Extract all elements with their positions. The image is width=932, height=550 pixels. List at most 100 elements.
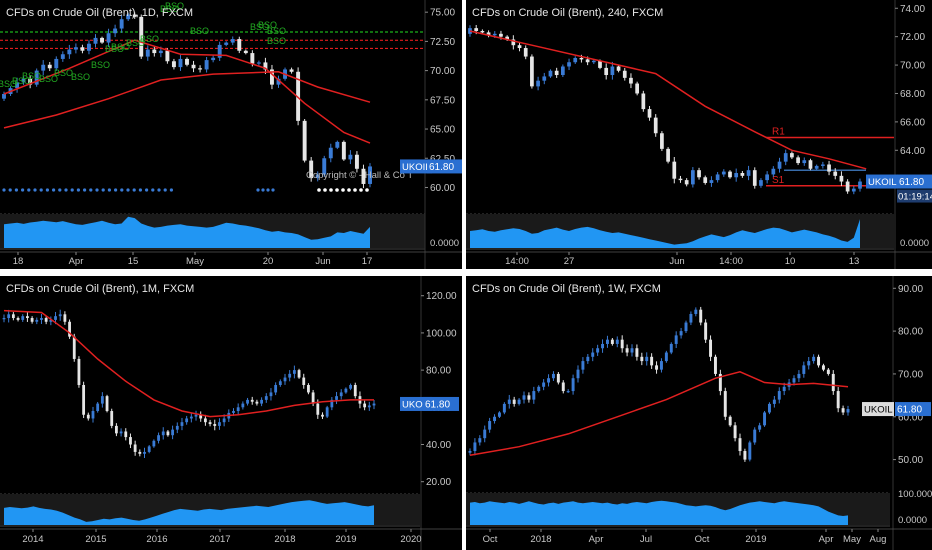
chart-1d-svg[interactable]: BSOBSOBSOBSOBSOBSOBSOBSOBSOBSOBSOBSOBSOB…	[0, 0, 462, 269]
candle-body	[821, 365, 825, 370]
candle-body	[817, 356, 821, 366]
candle-body	[581, 361, 585, 370]
pivot-label: R1	[772, 127, 785, 138]
oscillator-area	[470, 219, 860, 248]
chart-1m-svg[interactable]: 20.0040.0060.0080.00100.00120.00UKOIL61.…	[0, 276, 462, 550]
time-tick-label: 10	[785, 256, 796, 267]
osc-tick-label: 100.0000	[898, 489, 932, 500]
bso-marker: BSO	[54, 68, 73, 78]
oscillator-area	[4, 216, 370, 248]
candle-body	[217, 44, 222, 58]
candle-body	[224, 42, 229, 45]
signal-dot	[95, 188, 99, 192]
candle-body	[185, 418, 189, 423]
candle-body	[34, 70, 39, 85]
candle-body	[566, 391, 570, 393]
candle-body	[60, 54, 65, 59]
signal-dot	[101, 188, 105, 192]
time-tick-label: 2018	[530, 534, 551, 545]
candle-body	[152, 440, 156, 447]
chart-panel-1w[interactable]: 50.00 60.00 70.00 80.00 90.00 0.0000 100.0000 U…	[466, 276, 932, 550]
candle-body	[315, 174, 320, 179]
time-tick-label: 2015	[85, 534, 106, 545]
bso-marker: BSO	[258, 20, 277, 30]
bso-marker: BSO	[91, 60, 110, 70]
time-tick-label: 20	[263, 256, 274, 267]
candle-body	[106, 33, 111, 43]
bso-marker: BSO	[267, 26, 286, 36]
candle-body	[67, 49, 72, 55]
candle-body	[147, 446, 151, 452]
candle-body	[474, 28, 479, 31]
signal-dot	[126, 188, 130, 192]
candle-body	[165, 50, 170, 62]
bso-marker: BSO	[190, 26, 209, 36]
bso-marker: BSO	[71, 72, 90, 82]
symbol-badge	[862, 402, 894, 417]
candle-body	[133, 444, 137, 452]
candle-body	[807, 361, 811, 366]
candle-body	[767, 403, 771, 413]
candle-body	[647, 109, 652, 118]
copyright-watermark: Copyright © - Hall & Co T	[306, 170, 413, 181]
candle-body	[796, 157, 800, 164]
candle-body	[47, 64, 52, 69]
signal-dot	[52, 188, 56, 192]
moving-average-line	[469, 30, 867, 170]
candle-body	[715, 174, 720, 181]
candle-body	[30, 318, 34, 322]
candle-body	[191, 64, 196, 69]
time-tick-label: Oct	[695, 534, 710, 545]
candle-body	[783, 153, 788, 162]
candle-body	[650, 356, 654, 366]
candle-body	[307, 384, 310, 393]
candle-body	[143, 451, 146, 454]
price-badge	[427, 159, 462, 174]
candle-body	[58, 314, 62, 317]
candle-body	[243, 50, 248, 54]
candle-body	[367, 405, 371, 408]
candle-body	[709, 339, 713, 357]
chart-panel-1m[interactable]: 20.0040.0060.0080.00100.00120.00UKOIL61.…	[0, 276, 462, 550]
candle-body	[797, 373, 801, 379]
signal-dot	[261, 188, 265, 192]
candle-body	[488, 421, 492, 430]
candle-body	[100, 396, 104, 404]
candle-body	[601, 343, 605, 349]
candle-body	[203, 418, 207, 423]
price-badge-text: 61.80	[429, 162, 454, 173]
candle-body	[542, 382, 546, 387]
candle-body	[194, 414, 198, 417]
candle-body	[653, 117, 658, 134]
candle-body	[35, 319, 39, 322]
candle-body	[211, 57, 216, 61]
bso-marker: BSO	[165, 1, 184, 11]
symbol-badge-text: UKOIL	[864, 405, 893, 416]
candle-body	[660, 133, 664, 149]
candle-body	[630, 348, 634, 353]
pivot-label: S1	[772, 175, 785, 186]
signal-dot	[114, 188, 118, 192]
candle-body	[858, 181, 862, 189]
candle-body	[339, 392, 343, 397]
candle-body	[826, 369, 830, 374]
time-tick-label: 2017	[209, 534, 230, 545]
time-tick-label: 17	[362, 256, 373, 267]
candle-body	[353, 384, 357, 397]
candle-body	[73, 47, 78, 50]
candle-body	[831, 373, 835, 392]
candle-body	[845, 181, 850, 192]
chart-1w-svg[interactable]: 50.00 60.00 70.00 80.00 90.00 0.0000 100.0000 U…	[466, 276, 932, 550]
candle-body	[699, 309, 703, 323]
chart-panel-240[interactable]: R1S162.0064.0066.0068.0070.0072.0074.000…	[466, 0, 932, 269]
time-tick-label: May	[843, 534, 861, 545]
chart-240-svg[interactable]: R1S162.0064.0066.0068.0070.0072.0074.000…	[466, 0, 932, 269]
candle-body	[635, 83, 639, 94]
candle-body	[571, 378, 575, 392]
chart-panel-1d[interactable]: BSO BSO BSO BSO BSO BSO BSO BSO BSO BSO BSO BSO BSO B…	[0, 0, 462, 269]
candle-body	[674, 335, 678, 344]
candle-body	[567, 62, 571, 67]
time-tick-label: Jun	[669, 256, 684, 267]
candle-body	[296, 71, 301, 121]
candle-body	[536, 80, 540, 87]
